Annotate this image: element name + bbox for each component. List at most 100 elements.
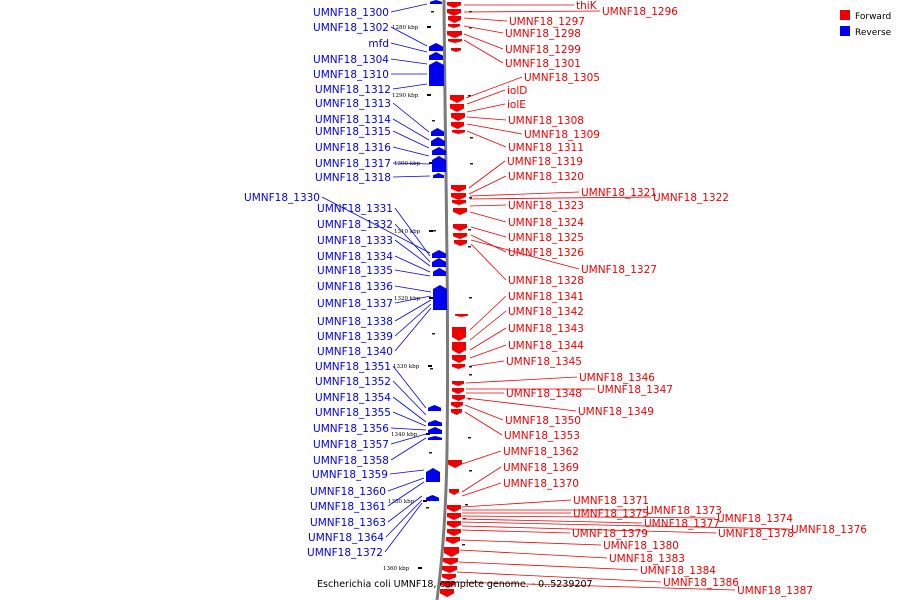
forward-gene-label: UMNF18_1345 xyxy=(506,356,582,368)
forward-gene-label: iolD xyxy=(507,85,527,97)
tick-label: 1280 kbp xyxy=(392,25,419,31)
leader-lines xyxy=(321,3,790,591)
forward-gene-label: UMNF18_1320 xyxy=(508,171,584,183)
leader-line xyxy=(390,58,428,65)
leader-line xyxy=(463,10,601,13)
forward-gene-label: UMNF18_1353 xyxy=(504,430,580,442)
leader-line xyxy=(392,175,431,178)
leader-line xyxy=(469,204,507,207)
feature-marker xyxy=(432,120,435,122)
reverse-gene-label: UMNF18_1363 xyxy=(310,517,386,529)
forward-gene-label: UMNF18_1341 xyxy=(508,291,584,303)
forward-gene xyxy=(448,24,460,28)
forward-gene xyxy=(454,240,467,246)
legend-reverse-swatch xyxy=(840,26,850,36)
forward-gene xyxy=(450,95,464,103)
forward-gene-label: UMNF18_1383 xyxy=(609,553,685,565)
leader-line xyxy=(390,437,427,461)
forward-gene-label: UMNF18_1346 xyxy=(579,372,655,384)
leader-line xyxy=(387,477,425,492)
forward-gene xyxy=(447,529,461,536)
leader-line xyxy=(464,411,503,436)
leader-line xyxy=(394,207,431,257)
leader-line xyxy=(394,223,431,263)
forward-gene-label: UMNF18_1350 xyxy=(505,415,581,427)
leader-line xyxy=(469,211,507,223)
reverse-gene-label: UMNF18_1334 xyxy=(317,251,393,263)
leader-line xyxy=(464,404,504,421)
leader-line xyxy=(385,499,423,538)
forward-gene xyxy=(452,395,465,401)
reverse-gene-label: UMNF18_1351 xyxy=(315,361,391,373)
leader-line xyxy=(456,571,662,583)
genome-backbone xyxy=(435,0,450,600)
leader-line xyxy=(387,481,425,507)
leader-line xyxy=(394,269,431,277)
leader-line xyxy=(458,561,639,571)
leader-line xyxy=(465,76,523,99)
leader-line xyxy=(394,295,432,304)
leader-line xyxy=(468,160,506,189)
feature-marker xyxy=(470,137,473,139)
tick-label: 1340 kbp xyxy=(391,432,418,438)
reverse-gene xyxy=(429,61,444,86)
forward-gene-label: UMNF18_1324 xyxy=(508,217,584,229)
forward-gene xyxy=(451,409,462,415)
forward-gene xyxy=(453,208,467,215)
reverse-gene xyxy=(431,128,444,136)
reverse-gene-label: UMNF18_1318 xyxy=(315,172,391,184)
reverse-gene xyxy=(431,137,445,146)
reverse-gene-label: UMNF18_1300 xyxy=(313,7,389,19)
reverse-gene xyxy=(429,43,443,51)
tick-label: 1290 kbp xyxy=(392,93,419,99)
leader-line xyxy=(461,521,790,530)
leader-line xyxy=(394,255,431,273)
leader-line xyxy=(392,83,428,90)
leader-line xyxy=(466,123,523,135)
forward-gene xyxy=(451,122,464,129)
leader-line xyxy=(465,376,578,384)
tick-mark xyxy=(429,230,433,232)
forward-gene xyxy=(449,489,459,495)
legend-forward-label: Forward xyxy=(855,12,891,22)
feature-marker xyxy=(468,229,471,231)
reverse-gene xyxy=(432,147,446,155)
forward-gene-label: UMNF18_1376 xyxy=(791,524,867,536)
leader-line xyxy=(394,285,432,293)
feature-marker xyxy=(426,507,429,509)
leader-line xyxy=(466,130,507,148)
leader-line xyxy=(392,146,430,157)
reverse-gene-label: UMNF18_1317 xyxy=(315,158,391,170)
reverse-gene-label: UMNF18_1312 xyxy=(315,84,391,96)
feature-marker xyxy=(468,437,471,439)
forward-gene-label: UMNF18_1322 xyxy=(653,192,729,204)
reverse-gene-label: UMNF18_1339 xyxy=(317,331,393,343)
forward-gene-label: UMNF18_1311 xyxy=(508,142,584,154)
reverse-gene xyxy=(428,436,442,440)
reverse-gene-label: UMNF18_1355 xyxy=(315,407,391,419)
forward-gene xyxy=(448,39,462,43)
forward-gene-label: UMNF18_1325 xyxy=(508,232,584,244)
reverse-gene-label: UMNF18_1333 xyxy=(317,235,393,247)
forward-gene-label: UMNF18_1374 xyxy=(717,513,793,525)
reverse-gene-label: UMNF18_1354 xyxy=(315,392,391,404)
forward-gene xyxy=(447,2,461,8)
feature-marker xyxy=(430,368,433,370)
reverse-gene xyxy=(432,250,446,258)
leader-line xyxy=(461,525,717,534)
leader-line xyxy=(461,515,716,519)
forward-gene-label: UMNF18_1319 xyxy=(507,156,583,168)
forward-gene xyxy=(446,537,460,544)
reverse-gene xyxy=(433,173,444,178)
tick-label: 1330 kbp xyxy=(393,364,420,370)
forward-gene-label: UMNF18_1297 xyxy=(509,16,585,28)
forward-gene xyxy=(443,558,458,565)
reverse-gene xyxy=(432,258,446,267)
forward-gene xyxy=(447,31,462,38)
forward-gene-label: UMNF18_1373 xyxy=(646,505,722,517)
leader-line xyxy=(392,396,427,423)
reverse-gene-label: UMNF18_1302 xyxy=(313,22,389,34)
reverse-gene xyxy=(428,427,442,434)
leader-line xyxy=(469,196,652,200)
